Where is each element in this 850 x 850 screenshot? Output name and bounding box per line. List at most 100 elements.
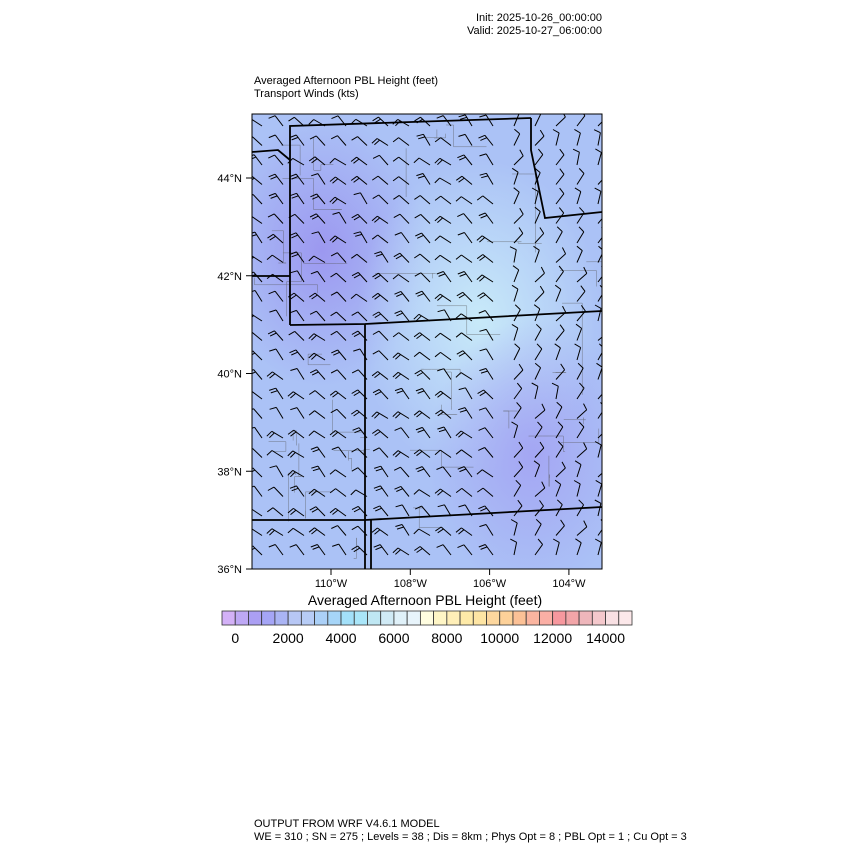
- colorbar-box: [367, 610, 382, 626]
- wind-barb: [374, 251, 389, 263]
- wind-barb: [287, 429, 305, 439]
- wind-barb: [392, 156, 410, 166]
- wind-barb: [310, 193, 326, 205]
- wind-barb: [534, 206, 541, 224]
- wind-barb: [574, 460, 582, 478]
- wind-barb: [434, 177, 452, 185]
- wind-barb: [414, 195, 431, 205]
- wind-barb: [513, 441, 524, 458]
- colorbar-box: [287, 610, 302, 626]
- wind-barb: [554, 284, 562, 302]
- wind-barb: [534, 114, 542, 127]
- wind-barb: [552, 538, 560, 556]
- wind-barb: [330, 272, 347, 283]
- wind-barb: [252, 331, 263, 341]
- colorbar-label: 0: [231, 630, 240, 646]
- wind-barb: [289, 485, 305, 497]
- wind-barb: [456, 175, 473, 185]
- wind-barb: [554, 479, 562, 497]
- wind-barb: [290, 368, 305, 380]
- wind-barb: [531, 382, 539, 400]
- wind-barb: [597, 179, 602, 185]
- vector-title: Transport Winds (kts): [254, 88, 359, 100]
- wind-barb: [269, 406, 284, 419]
- wind-barb: [351, 271, 368, 283]
- wind-barb: [513, 187, 520, 205]
- wind-barb: [576, 382, 585, 400]
- wind-barb: [576, 266, 588, 283]
- wind-barb: [534, 403, 546, 419]
- wind-barb: [252, 313, 263, 322]
- wind-barb: [597, 393, 602, 400]
- wind-barb: [287, 527, 305, 536]
- colorbar-box: [433, 610, 448, 626]
- wind-barb: [435, 526, 452, 536]
- wind-barb: [576, 403, 588, 419]
- wind-barb: [513, 343, 521, 361]
- wind-barb: [393, 466, 410, 478]
- wind-barb: [479, 348, 494, 361]
- wind-barb: [597, 245, 602, 263]
- wind-barb: [330, 330, 347, 341]
- wind-barb: [308, 352, 326, 361]
- wind-barb: [478, 447, 494, 458]
- wind-barb: [594, 538, 602, 556]
- wind-barb: [434, 215, 452, 224]
- wind-barb: [267, 486, 284, 497]
- wind-barb: [329, 488, 347, 497]
- colorbar-box: [419, 610, 435, 626]
- colorbar-box: [565, 610, 580, 626]
- wind-barb: [436, 544, 452, 556]
- wind-barb: [594, 499, 602, 517]
- wind-barb: [576, 520, 588, 536]
- wind-barb: [552, 129, 560, 146]
- wind-barb: [310, 270, 326, 283]
- wind-barb: [455, 430, 473, 439]
- wind-barb: [330, 311, 347, 322]
- wind-barb: [393, 213, 410, 224]
- wind-barb: [597, 284, 602, 302]
- wind-barb: [513, 114, 520, 127]
- wind-barb: [289, 251, 305, 263]
- wind-barb: [555, 114, 566, 127]
- colorbar-label: 2000: [272, 630, 304, 646]
- wind-barb: [555, 187, 565, 205]
- colorbar-box: [274, 610, 289, 626]
- wind-barb: [555, 401, 563, 419]
- wind-barb: [329, 390, 347, 400]
- footer-settings: WE = 310 ; SN = 275 ; Levels = 38 ; Dis …: [254, 831, 687, 843]
- init-time: Init: 2025-10-26_00:00:00: [476, 12, 602, 24]
- wind-barb: [595, 479, 602, 497]
- wind-barb: [371, 292, 389, 302]
- wind-barb: [308, 488, 326, 497]
- wind-barb: [458, 387, 473, 400]
- wind-barb: [372, 272, 389, 283]
- wind-barb: [372, 330, 389, 341]
- wind-barb: [572, 148, 580, 166]
- wind-barb: [252, 545, 263, 556]
- colorbar-box: [353, 610, 368, 626]
- wind-barb: [351, 253, 368, 263]
- wind-barb: [395, 504, 410, 517]
- lat-label: 38°N: [217, 466, 242, 478]
- wind-barb: [455, 313, 473, 322]
- wind-barb: [252, 255, 263, 263]
- wind-barb: [414, 253, 431, 263]
- wind-barb: [510, 519, 518, 536]
- wind-barb: [477, 292, 494, 302]
- wind-barb: [287, 450, 305, 458]
- wind-barb: [266, 371, 284, 380]
- colorbar-box: [248, 610, 263, 626]
- lat-label: 40°N: [217, 369, 242, 381]
- wind-barb: [392, 547, 410, 556]
- wind-barb: [372, 116, 389, 127]
- wind-barb: [510, 538, 518, 556]
- wind-barb: [394, 427, 410, 439]
- wind-barb: [252, 290, 263, 302]
- state-borders: [252, 117, 602, 569]
- wind-barb: [478, 310, 494, 322]
- wind-barb: [478, 407, 494, 419]
- wind-barb: [330, 408, 347, 419]
- wind-barb: [393, 252, 410, 263]
